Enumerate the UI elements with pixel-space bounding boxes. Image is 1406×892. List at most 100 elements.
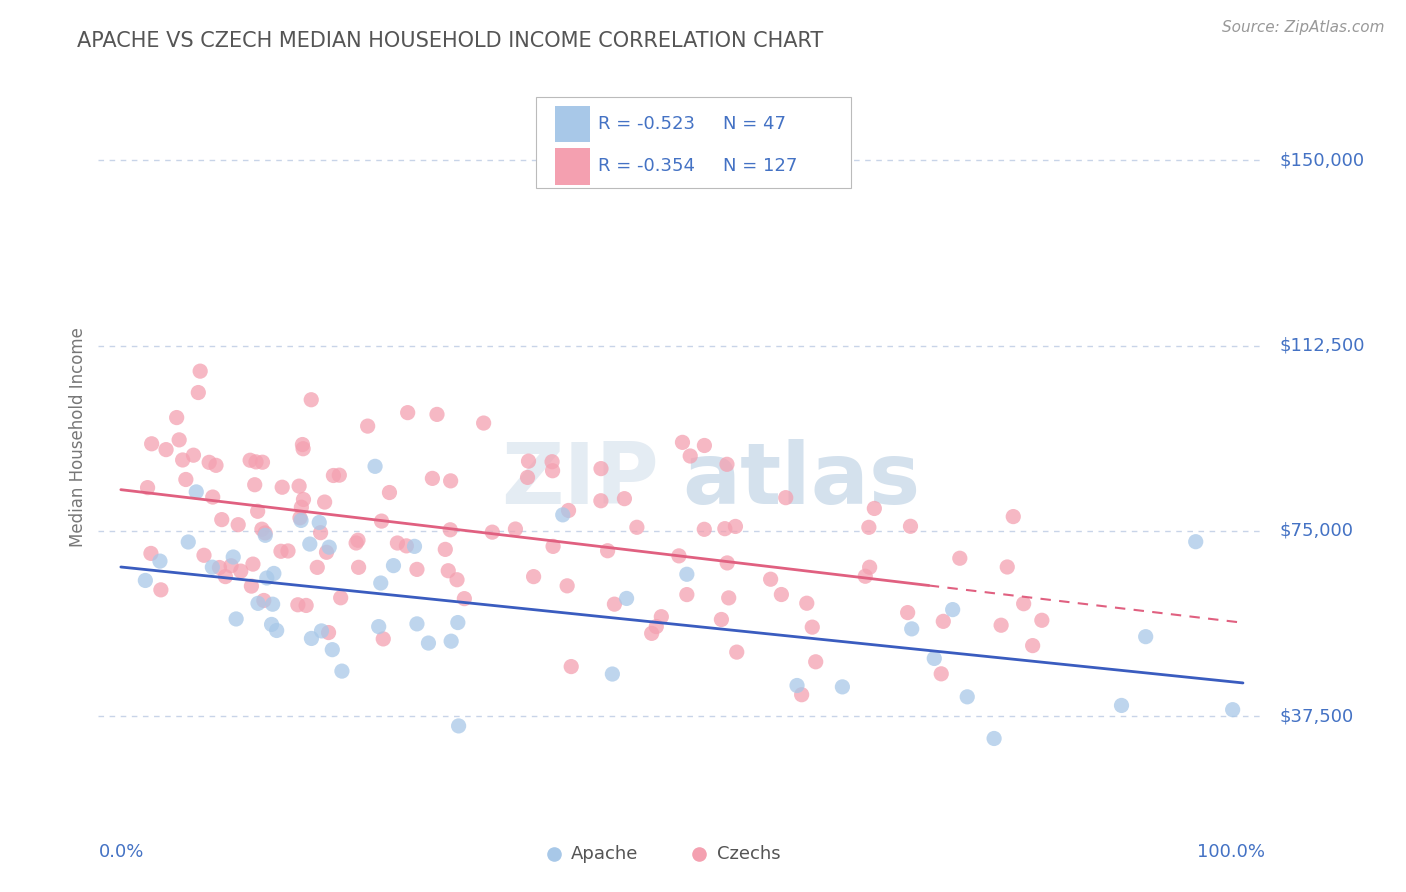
Point — [650, 609, 672, 624]
Point — [149, 582, 172, 597]
Point — [347, 533, 370, 548]
Point — [205, 458, 228, 473]
Point — [929, 666, 952, 681]
Point — [277, 544, 299, 558]
Point — [141, 437, 163, 451]
Point — [314, 495, 336, 509]
Point — [426, 408, 449, 422]
Point — [863, 501, 886, 516]
Point — [437, 564, 460, 578]
Point — [344, 536, 367, 550]
Point — [1031, 613, 1053, 627]
Point — [676, 567, 699, 582]
Point — [288, 511, 311, 525]
Point — [541, 464, 564, 478]
Point — [990, 618, 1012, 632]
Point — [311, 624, 333, 638]
Text: Source: ZipAtlas.com: Source: ZipAtlas.com — [1222, 20, 1385, 35]
Point — [541, 455, 564, 469]
Point — [378, 485, 401, 500]
Point — [219, 558, 242, 573]
Point — [447, 615, 470, 630]
Point — [523, 569, 546, 583]
Point — [262, 597, 284, 611]
Point — [472, 416, 495, 430]
Point — [404, 540, 426, 554]
Point — [541, 540, 564, 554]
Point — [328, 468, 350, 483]
Point — [253, 593, 276, 607]
Point — [290, 500, 312, 515]
Point — [676, 588, 699, 602]
Point — [382, 558, 405, 573]
Point — [406, 616, 429, 631]
Point — [801, 620, 824, 634]
Point — [166, 410, 188, 425]
Text: N = 127: N = 127 — [723, 157, 797, 175]
Point — [188, 364, 211, 378]
Point — [329, 591, 352, 605]
Point — [1012, 597, 1035, 611]
Point — [505, 522, 527, 536]
Point — [308, 516, 330, 530]
Point — [288, 479, 311, 493]
Point — [321, 642, 343, 657]
Point — [298, 537, 321, 551]
Point — [557, 503, 579, 517]
Point — [229, 564, 252, 578]
Point — [396, 406, 419, 420]
Point — [186, 484, 208, 499]
Point — [226, 517, 249, 532]
Point — [775, 491, 797, 505]
Point — [387, 536, 409, 550]
Y-axis label: Median Household Income: Median Household Income — [69, 327, 87, 547]
Point — [645, 619, 668, 633]
Point — [318, 625, 340, 640]
Point — [949, 551, 972, 566]
Point — [714, 522, 737, 536]
Point — [551, 508, 574, 522]
Point — [440, 634, 463, 648]
Point — [367, 619, 389, 633]
Point — [322, 468, 344, 483]
Point — [616, 591, 638, 606]
Point — [295, 599, 318, 613]
Point — [717, 591, 740, 605]
Point — [1222, 703, 1244, 717]
Point — [155, 442, 177, 457]
Point — [271, 480, 294, 494]
Point — [853, 569, 876, 583]
Point — [589, 461, 612, 475]
Point — [292, 492, 315, 507]
Point — [716, 556, 738, 570]
Point — [922, 651, 945, 665]
Point — [1021, 639, 1043, 653]
Point — [245, 455, 267, 469]
Point — [198, 455, 221, 469]
Point — [373, 632, 395, 646]
Point — [555, 579, 578, 593]
Point — [299, 392, 322, 407]
Point — [422, 471, 444, 485]
Text: Apache: Apache — [571, 845, 638, 863]
Point — [942, 602, 965, 616]
Point — [252, 455, 274, 469]
Point — [318, 540, 340, 554]
Point — [266, 624, 288, 638]
Point — [254, 525, 277, 540]
Point — [831, 680, 853, 694]
Point — [786, 679, 808, 693]
Point — [270, 544, 292, 558]
Point — [434, 542, 457, 557]
Point — [187, 385, 209, 400]
Text: 0.0%: 0.0% — [98, 843, 143, 861]
Point — [260, 617, 283, 632]
Point — [983, 731, 1005, 746]
Point — [859, 560, 882, 574]
Point — [640, 626, 662, 640]
Point — [439, 523, 461, 537]
Point — [1111, 698, 1133, 713]
Point — [201, 490, 224, 504]
Point — [291, 437, 314, 451]
Point — [804, 655, 827, 669]
